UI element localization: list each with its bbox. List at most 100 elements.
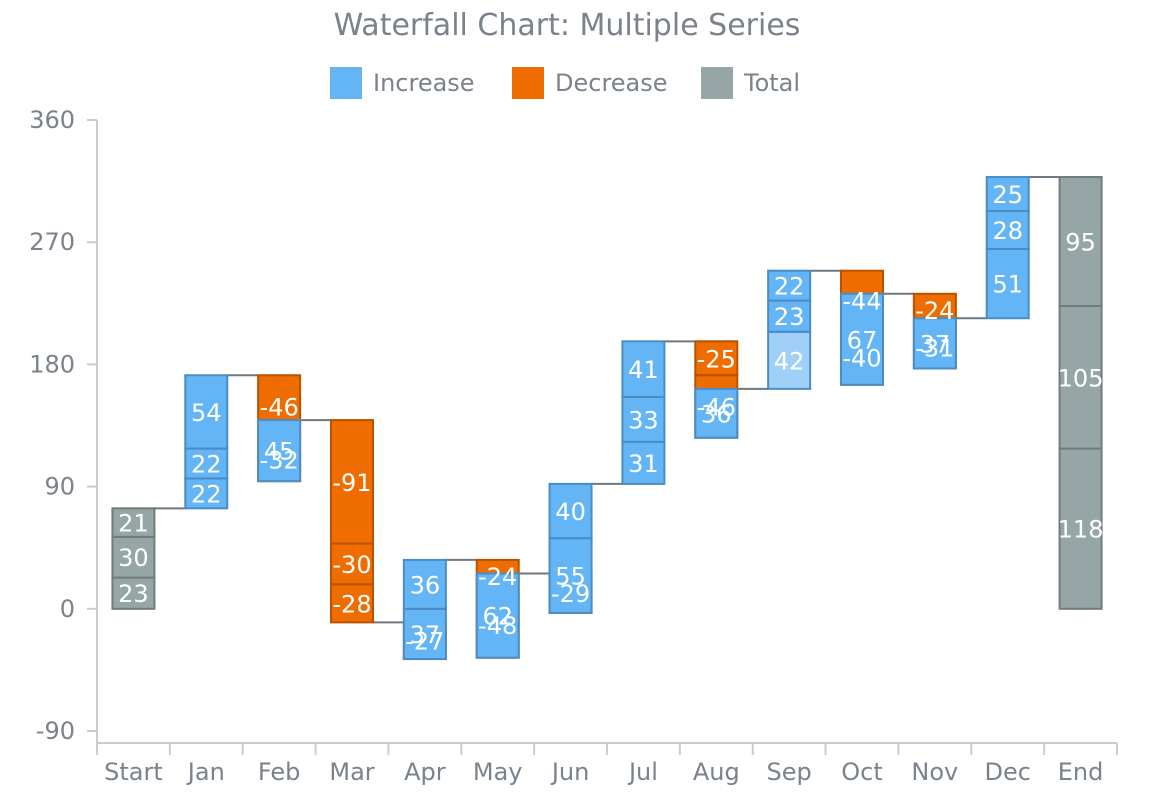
x-tick-label: Dec [984, 758, 1030, 786]
bar-segment-jan-0[interactable] [184, 477, 229, 510]
bar-value-label: -24 [478, 563, 517, 591]
x-tick-label: Nov [911, 758, 958, 786]
bar-segment-nov-2[interactable] [912, 317, 957, 370]
bar-value-label: 21 [118, 510, 149, 538]
legend-item-total[interactable]: Total [701, 67, 800, 99]
x-tick-label: Start [104, 758, 163, 786]
y-tick-label: 90 [44, 473, 75, 501]
bar-value-label: 25 [992, 181, 1023, 209]
bar-value-label: -27 [405, 628, 444, 656]
bar-segment-sep-2[interactable] [767, 269, 812, 302]
bar-segment-dec-0[interactable] [985, 247, 1030, 320]
bar-segment-oct-2[interactable] [840, 292, 884, 386]
bar-segment-aug-2[interactable] [694, 387, 739, 439]
bar-segment-end-1[interactable] [1058, 305, 1103, 450]
bar-value-label: -28 [332, 590, 371, 618]
bar-value-label: 118 [1058, 516, 1104, 544]
x-tick-label: End [1058, 758, 1104, 786]
bar-value-label: -46 [260, 393, 299, 421]
chart-title: Waterfall Chart: Multiple Series [334, 8, 801, 43]
y-tick-label: 0 [60, 595, 75, 623]
bar-value-label: -91 [332, 469, 371, 497]
bar-value-label: 36 [410, 571, 441, 599]
bar-segment-jul-1[interactable] [621, 395, 666, 443]
bar-value-label: -29 [551, 580, 590, 608]
bar-value-label: 22 [191, 480, 222, 508]
bar-value-label: 33 [628, 406, 659, 434]
bar-segment-aug-0[interactable] [694, 340, 739, 377]
bars [111, 176, 1103, 661]
bar-value-label: 62 [482, 603, 513, 631]
bar-value-label: 36 [701, 400, 732, 428]
bar-value-label: 40 [555, 498, 586, 526]
x-tick-label: May [473, 758, 523, 786]
bar-segment-dec-2[interactable] [985, 176, 1030, 212]
x-tick-label: Feb [258, 758, 301, 786]
legend-item-increase[interactable]: Increase [330, 67, 475, 99]
bar-segment-jun-2[interactable] [548, 482, 593, 540]
bar-segment-dec-1[interactable] [985, 209, 1030, 250]
bar-value-label: 54 [191, 399, 222, 427]
bar-value-label: 45 [264, 438, 295, 466]
bar-value-label: -40 [842, 345, 881, 373]
bar-value-label: -30 [332, 551, 371, 579]
legend-swatch-decrease [512, 67, 544, 99]
bar-value-label: 67 [847, 326, 878, 354]
legend-label-decrease: Decrease [555, 69, 668, 97]
y-tick-label: -90 [36, 717, 75, 745]
bar-value-label: 23 [118, 580, 149, 608]
bar-segment-jun-1[interactable] [548, 537, 593, 614]
legend-label-total: Total [743, 69, 800, 97]
connectors [154, 176, 1060, 624]
bar-segment-may-2[interactable] [475, 572, 520, 659]
y-tick-label: 270 [29, 228, 75, 256]
bar-segment-apr-1[interactable] [402, 607, 447, 661]
bar-value-label: 55 [555, 563, 586, 591]
bar-segment-end-0[interactable] [1058, 447, 1103, 610]
bar-value-label: 28 [992, 217, 1023, 245]
legend-swatch-increase [330, 67, 362, 99]
bar-segment-end-2[interactable] [1058, 176, 1103, 308]
bar-value-label: -32 [260, 446, 299, 474]
legend-item-decrease[interactable]: Decrease [512, 67, 668, 99]
axes: -90 0 90 180 270 360 Start Jan Feb Mar Apr May Jun Ju… [29, 106, 1118, 786]
bar-value-label: -46 [697, 393, 736, 421]
bar-segment-jul-0[interactable] [621, 440, 666, 485]
legend-label-increase: Increase [373, 69, 475, 97]
bar-segment-jan-2[interactable] [184, 374, 229, 450]
bar-segment-apr-2[interactable] [402, 558, 447, 610]
bar-value-label: 37 [410, 621, 441, 649]
x-tick-label: Apr [404, 758, 446, 786]
bar-value-label: 42 [774, 347, 805, 375]
bar-value-label: 37 [920, 330, 951, 358]
x-tick-label: Aug [693, 758, 740, 786]
bar-value-label: 22 [191, 451, 222, 479]
bar-value-label: 30 [118, 544, 149, 572]
bar-value-label: 41 [628, 356, 659, 384]
legend: Increase Decrease Total [330, 67, 800, 99]
y-tick-label: 180 [29, 350, 75, 378]
bar-value-label: -44 [842, 288, 881, 316]
bar-segment-start-0[interactable] [111, 576, 156, 610]
bar-segment-jul-2[interactable] [621, 340, 666, 398]
bar-value-label: -48 [478, 612, 517, 640]
bar-value-label: -31 [915, 334, 954, 362]
bar-segment-feb-2[interactable] [257, 419, 302, 483]
legend-swatch-total [701, 67, 733, 99]
bar-value-label: 105 [1058, 364, 1104, 392]
bar-value-label: 22 [774, 273, 805, 301]
bar-value-label: 23 [774, 303, 805, 331]
x-tick-label: Jun [550, 758, 590, 786]
y-tick-label: 360 [29, 106, 75, 134]
bar-segment-mar-2[interactable] [330, 583, 374, 624]
bar-segment-start-2[interactable] [111, 507, 156, 538]
bar-value-label: 95 [1065, 229, 1096, 257]
x-tick-label: Sep [767, 758, 812, 786]
x-tick-label: Jul [627, 758, 658, 786]
bar-value-label: 51 [992, 271, 1023, 299]
bar-value-label: -24 [915, 297, 954, 325]
x-tick-label: Mar [329, 758, 374, 786]
